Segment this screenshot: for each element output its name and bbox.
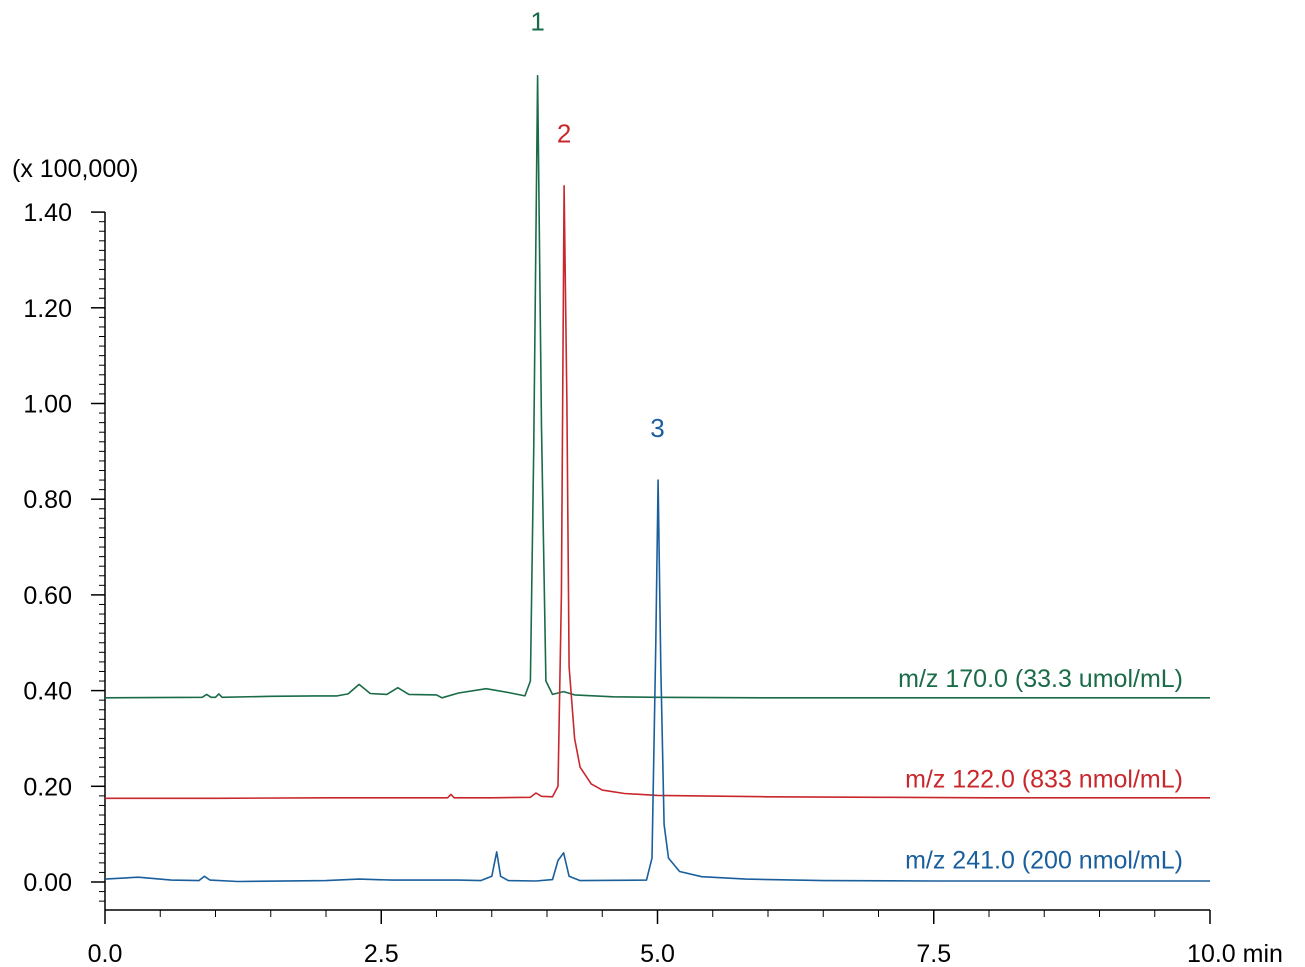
x-tick-label: 7.5 [916, 940, 951, 967]
y-tick-label: 0.80 [23, 486, 72, 514]
y-tick-label: 1.00 [23, 391, 72, 419]
series-labels: m/z 170.0 (33.3 umol/mL) m/z 122.0 (833 n… [898, 665, 1183, 875]
y-tick-label: 0.40 [23, 678, 72, 706]
x-tick-label: 5.0 [640, 940, 675, 967]
series-line-2 [104, 479, 1210, 883]
y-tick-label: 0.60 [23, 582, 72, 610]
peak-label-1: 1 [530, 6, 544, 36]
series-label-1: m/z 122.0 (833 nmol/mL) [905, 765, 1183, 793]
y-tick-label: 1.20 [23, 295, 72, 323]
peak-label-2: 2 [557, 119, 571, 149]
y-tick-label: 1.40 [23, 199, 72, 227]
x-tick-label: 10.0 min [1187, 940, 1283, 967]
x-tick-label: 2.5 [364, 940, 399, 967]
axes: 0.00 0.20 0.40 0.60 0.80 1.00 1.20 1.40 0.0 2.5 5… [23, 199, 1283, 967]
x-tick-label: 0.0 [88, 940, 123, 967]
y-tick-label: 0.00 [23, 869, 72, 897]
peak-labels: 1 2 3 [530, 6, 664, 443]
series-line-0 [104, 74, 1210, 699]
y-tick-label: 0.20 [23, 773, 72, 801]
series-label-0: m/z 170.0 (33.3 umol/mL) [898, 665, 1183, 693]
peak-label-3: 3 [650, 413, 664, 443]
series-label-2: m/z 241.0 (200 nmol/mL) [905, 847, 1183, 875]
y-ticks: 0.00 0.20 0.40 0.60 0.80 1.00 1.20 1.40 [23, 199, 105, 902]
series-group [104, 74, 1210, 883]
series-line-1 [105, 185, 1210, 800]
x-ticks: 0.0 2.5 5.0 7.5 10.0 min [88, 910, 1283, 967]
y-scale-label: (x 100,000) [12, 155, 138, 183]
